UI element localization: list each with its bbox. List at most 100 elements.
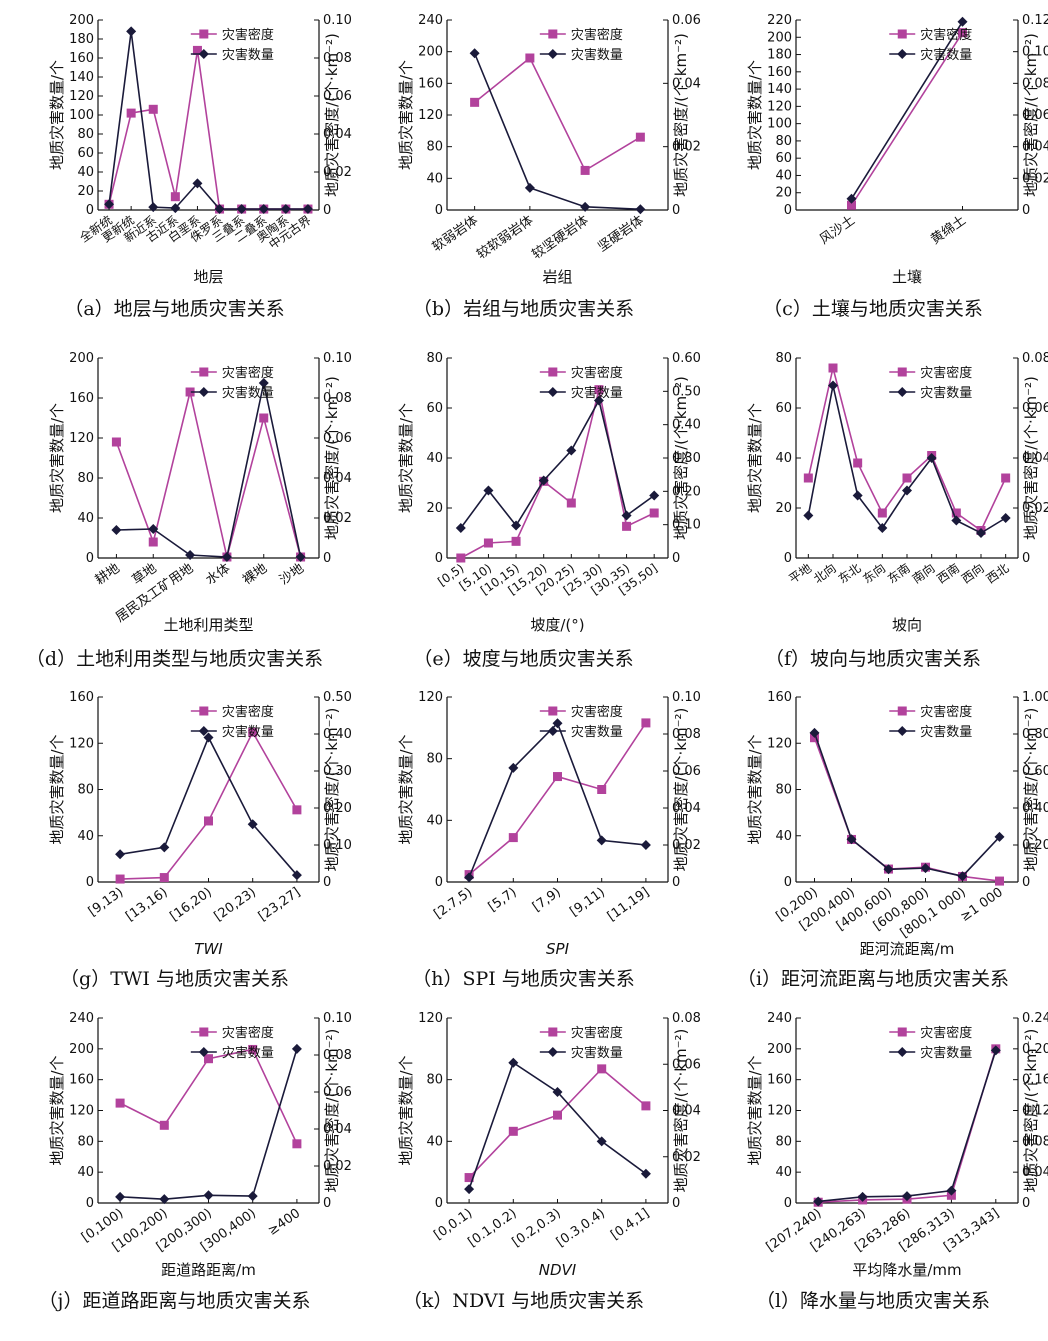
density-series-line bbox=[108, 50, 308, 210]
density-series-line bbox=[468, 722, 647, 876]
legend-marker bbox=[198, 726, 209, 736]
right-tick-label: 0.06 bbox=[323, 431, 352, 446]
right-tick-label: 0.30 bbox=[672, 451, 701, 466]
density-point bbox=[1001, 473, 1011, 483]
count-point bbox=[236, 204, 247, 215]
right-tick-label: 0 bbox=[1022, 203, 1030, 218]
left-tick-label: 40 bbox=[426, 813, 443, 828]
y-left-axis-title: 地质灾害数量/个 bbox=[48, 734, 66, 844]
left-tick-label: 120 bbox=[767, 99, 792, 114]
density-point bbox=[553, 1110, 562, 1120]
legend-count: 灾害数量 bbox=[571, 47, 623, 63]
density-point bbox=[580, 165, 590, 175]
left-tick-label: 80 bbox=[775, 351, 792, 366]
right-tick-label: 0.20 bbox=[1022, 1042, 1048, 1057]
right-tick-label: 0 bbox=[323, 875, 331, 890]
legend-marker bbox=[547, 726, 558, 736]
left-tick-label: 80 bbox=[775, 783, 792, 798]
left-tick-label: 120 bbox=[69, 89, 94, 104]
right-tick-label: 0.02 bbox=[323, 1159, 352, 1174]
x-category-label: 西北 bbox=[984, 561, 1012, 586]
x-category-label: 坚硬岩体 bbox=[595, 213, 646, 255]
legend-marker bbox=[897, 49, 908, 59]
legend-marker bbox=[547, 1047, 558, 1057]
left-tick-label: 40 bbox=[426, 451, 443, 466]
left-tick-label: 40 bbox=[775, 1165, 792, 1180]
count-point bbox=[552, 1087, 563, 1097]
left-tick-label: 200 bbox=[69, 13, 94, 28]
left-tick-label: 80 bbox=[426, 140, 443, 155]
left-tick-label: 160 bbox=[767, 690, 792, 705]
right-tick-label: 0.40 bbox=[672, 418, 701, 433]
legend-marker bbox=[897, 29, 907, 39]
right-tick-label: 0.02 bbox=[323, 165, 352, 180]
density-point bbox=[292, 805, 302, 815]
right-tick-label: 0.16 bbox=[1022, 1073, 1048, 1088]
x-axis-title: 平均降水量/mm bbox=[852, 1261, 961, 1279]
count-point bbox=[640, 840, 651, 850]
x-category-label: 北向 bbox=[810, 560, 838, 586]
count-point bbox=[203, 732, 214, 743]
caption-e: （e）坡度与地质灾害关系 bbox=[413, 648, 634, 670]
x-category-label: [13,16) bbox=[123, 885, 170, 924]
right-tick-label: 0.10 bbox=[672, 518, 701, 533]
density-point bbox=[525, 53, 535, 63]
count-series-line bbox=[460, 398, 655, 529]
count-point bbox=[148, 524, 159, 534]
density-point bbox=[248, 727, 258, 737]
density-point bbox=[902, 473, 912, 483]
density-point bbox=[853, 458, 863, 468]
right-tick-label: 0.04 bbox=[1022, 1165, 1048, 1180]
density-point bbox=[126, 108, 136, 118]
density-series-line bbox=[474, 56, 641, 172]
legend-density: 灾害密度 bbox=[920, 704, 972, 720]
x-category-label: 软弱岩体 bbox=[430, 213, 481, 255]
count-point bbox=[483, 485, 494, 496]
caption-h: （h）SPI 与地质灾害关系 bbox=[412, 968, 635, 990]
x-category-label: [5,7) bbox=[486, 885, 520, 915]
chart-h: 0 40 80 120 0 0.02 0.04 0.06 0.08 0.10 [2.7,5) [5,7… bbox=[397, 690, 701, 958]
left-tick-label: 0 bbox=[86, 203, 94, 218]
right-tick-label: 0.30 bbox=[323, 764, 352, 779]
x-axis-title: 土壤 bbox=[892, 268, 922, 286]
right-tick-label: 0.06 bbox=[672, 13, 701, 28]
caption-k: （k）NDVI 与地质灾害关系 bbox=[402, 1290, 645, 1312]
panel-g: 0 40 80 120 160 0 0.10 0.20 0.30 0.40 0.50 [9,13) [1… bbox=[0, 677, 352, 997]
density-point bbox=[148, 104, 158, 114]
x-category-label: ≥1 000 bbox=[958, 885, 1006, 925]
right-tick-label: 0.10 bbox=[323, 351, 352, 366]
chart-l: 0 40 80 120 160 200 240 0 0.04 0.08 0.12 0.16 0.20 0.… bbox=[746, 1011, 1048, 1279]
density-series-line bbox=[818, 1048, 997, 1204]
legend-density: 灾害密度 bbox=[222, 365, 274, 381]
count-point bbox=[291, 870, 302, 881]
density-point bbox=[641, 1101, 651, 1111]
density-point bbox=[111, 437, 121, 447]
left-tick-label: 40 bbox=[77, 1165, 94, 1180]
legend-marker bbox=[198, 49, 209, 59]
left-tick-label: 120 bbox=[767, 736, 792, 751]
left-tick-label: 100 bbox=[767, 117, 792, 132]
legend-marker bbox=[199, 1027, 209, 1037]
legend-density: 灾害密度 bbox=[920, 27, 972, 43]
count-point bbox=[1000, 513, 1011, 523]
right-tick-label: 0.50 bbox=[672, 384, 701, 399]
right-tick-label: 0.12 bbox=[1022, 1104, 1048, 1119]
count-point bbox=[258, 378, 269, 388]
density-point bbox=[115, 874, 125, 884]
right-tick-label: 0.10 bbox=[323, 838, 352, 853]
count-point bbox=[115, 849, 126, 860]
legend-count: 灾害数量 bbox=[571, 1045, 623, 1061]
x-category-label: [2.7,5) bbox=[431, 885, 475, 922]
right-tick-label: 0.10 bbox=[323, 1011, 352, 1026]
y-left-axis-title: 地质灾害数量/个 bbox=[746, 734, 764, 844]
chart-b: 0 40 80 120 160 200 240 0 0.02 0.04 0.06 软弱岩体较软弱岩体较… bbox=[397, 13, 701, 286]
count-point bbox=[596, 835, 607, 846]
left-tick-label: 20 bbox=[775, 501, 792, 516]
count-series-line bbox=[850, 21, 964, 200]
count-point bbox=[508, 762, 519, 773]
left-tick-label: 240 bbox=[418, 13, 443, 28]
left-tick-label: 20 bbox=[775, 186, 792, 201]
legend-marker bbox=[897, 1047, 908, 1057]
right-tick-label: 0.08 bbox=[323, 51, 352, 66]
density-series-line bbox=[813, 737, 1000, 882]
